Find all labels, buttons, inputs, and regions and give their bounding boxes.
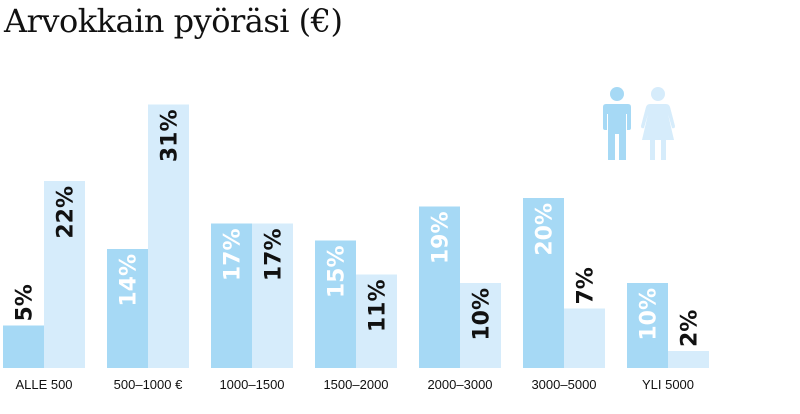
value-label-men-4: 19% [429,212,454,265]
category-label-5: 3000–5000 [531,377,596,392]
category-label-6: YLI 5000 [642,377,694,392]
value-label-women-1: 31% [158,110,183,163]
category-label-0: ALLE 500 [15,377,72,392]
value-label-men-1: 14% [117,254,142,307]
value-label-men-3: 15% [325,246,350,299]
man-head [610,87,624,101]
bar-women-6 [668,351,709,368]
bar-women-5 [564,308,605,368]
value-label-men-6: 10% [637,288,662,341]
woman-head [651,87,665,101]
bar-men-1 [107,249,148,368]
category-label-1: 500–1000 € [114,377,183,392]
chart-title: Arvokkain pyöräsi (€) [4,2,343,40]
bar-women-0 [44,181,85,368]
value-label-men-5: 20% [533,203,558,256]
value-label-women-3: 11% [366,280,391,333]
bar-men-6 [627,283,668,368]
value-label-women-2: 17% [262,229,287,282]
bar-women-3 [356,274,397,368]
value-label-women-0: 22% [54,186,79,239]
bar-men-5 [523,198,564,368]
category-label-2: 1000–1500 [219,377,284,392]
value-label-women-4: 10% [470,288,495,341]
bar-men-2 [211,223,252,368]
category-label-4: 2000–3000 [427,377,492,392]
bar-women-2 [252,223,293,368]
woman-icon [641,87,675,160]
bar-women-1 [148,104,189,368]
value-label-women-6: 2% [678,310,703,347]
value-label-men-0: 5% [13,284,38,321]
man-icon [603,87,631,160]
bar-men-0 [3,325,44,368]
bar-women-4 [460,283,501,368]
man-body [603,104,631,160]
woman-body [641,104,675,160]
value-label-women-5: 7% [574,267,599,304]
value-label-men-2: 17% [221,229,246,282]
bar-men-4 [419,206,460,368]
bar-men-3 [315,240,356,368]
category-label-3: 1500–2000 [323,377,388,392]
